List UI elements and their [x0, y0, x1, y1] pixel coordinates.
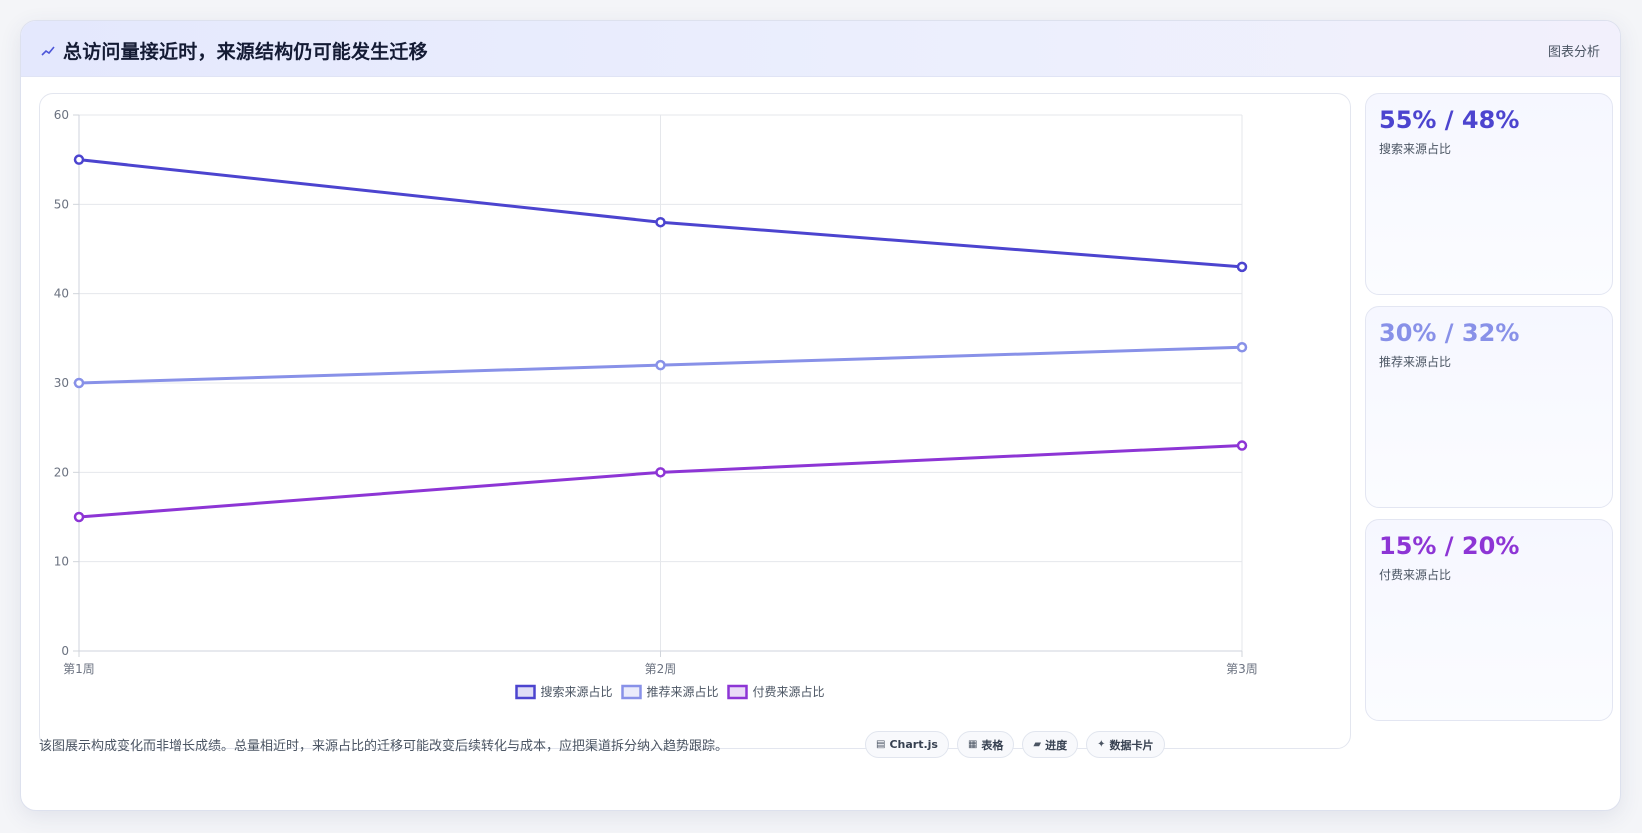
stat-label: 付费来源占比 [1379, 568, 1452, 582]
data-point [73, 377, 85, 389]
x-tick-label: 第3周 [1226, 662, 1258, 676]
stat-card-search: 55% / 48% 搜索来源占比 [1365, 93, 1613, 295]
chart-caption: 该图展示构成变化而非增长成绩。总量相近时，来源占比的迁移可能改变后续转化与成本，… [39, 739, 729, 754]
y-tick-label: 40 [54, 287, 69, 301]
chart-panel: 0 10 20 30 40 50 60 第1周 第2周 第3周搜索来源占比 推荐来源占比 付费来源占比 [39, 93, 1351, 749]
y-tick-label: 60 [54, 108, 69, 122]
data-point [655, 216, 666, 228]
data-point [655, 359, 666, 371]
x-tick-label: 第2周 [645, 662, 677, 676]
tech-chips: ▤ Chart.js ▦ 表格 ▰ 进度 ✦ 数据卡片 [865, 731, 1165, 758]
chart-card: 总访问量接近时，来源结构仍可能发生迁移 图表分析 0 10 20 30 40 50 60 第1… [20, 20, 1621, 811]
title-wrap: 总访问量接近时，来源结构仍可能发生迁移 [41, 37, 428, 64]
legend-label: 搜索来源占比 [541, 684, 613, 699]
chart-analysis-tag: 图表分析 [1547, 45, 1600, 60]
stat-label: 推荐来源占比 [1379, 355, 1452, 369]
legend-swatch [621, 684, 642, 700]
stat-card-paid: 15% / 20% 付费来源占比 [1365, 519, 1613, 721]
x-tick-label: 第1周 [63, 662, 95, 676]
chip-label: 进度 [1045, 738, 1068, 752]
data-point [655, 467, 666, 478]
y-tick-label: 20 [54, 465, 69, 479]
data-point [1236, 440, 1248, 451]
progress-icon: ▰ [1033, 739, 1042, 750]
y-tick-label: 50 [54, 197, 69, 211]
chip-label: Chart.js [889, 738, 938, 751]
y-tick-label: 0 [61, 644, 69, 658]
y-tick-label: 10 [54, 555, 69, 569]
stat-label: 搜索来源占比 [1379, 142, 1452, 156]
chip-chartjs[interactable]: ▤ Chart.js [865, 731, 949, 758]
y-tick-label: 30 [54, 376, 69, 390]
stat-value: 15% / 20% [1379, 532, 1520, 560]
legend-swatch [515, 684, 536, 700]
chip-label: 数据卡片 [1109, 738, 1154, 752]
legend-label: 推荐来源占比 [647, 684, 719, 699]
page-title: 总访问量接近时，来源结构仍可能发生迁移 [63, 41, 428, 63]
chip-label: 表格 [981, 738, 1004, 752]
data-point [1236, 261, 1248, 273]
legend-swatch [727, 684, 748, 700]
chip-table[interactable]: ▦ 表格 [956, 731, 1015, 758]
table-icon: ▦ [967, 739, 978, 750]
stat-value: 55% / 48% [1379, 106, 1520, 134]
data-point [73, 511, 85, 523]
data-point [73, 154, 85, 165]
sparkle-icon: ✦ [1097, 739, 1106, 750]
data-point [1236, 342, 1248, 353]
trend-icon [41, 45, 55, 56]
stat-card-recommend: 30% / 32% 推荐来源占比 [1365, 306, 1613, 508]
chart-icon: ▤ [876, 739, 886, 750]
stat-value: 30% / 32% [1379, 319, 1520, 347]
chip-progress[interactable]: ▰ 进度 [1022, 731, 1079, 758]
legend-label: 付费来源占比 [753, 684, 825, 699]
card-header: 总访问量接近时，来源结构仍可能发生迁移 图表分析 [21, 21, 1620, 77]
chip-data-card[interactable]: ✦ 数据卡片 [1086, 731, 1165, 758]
